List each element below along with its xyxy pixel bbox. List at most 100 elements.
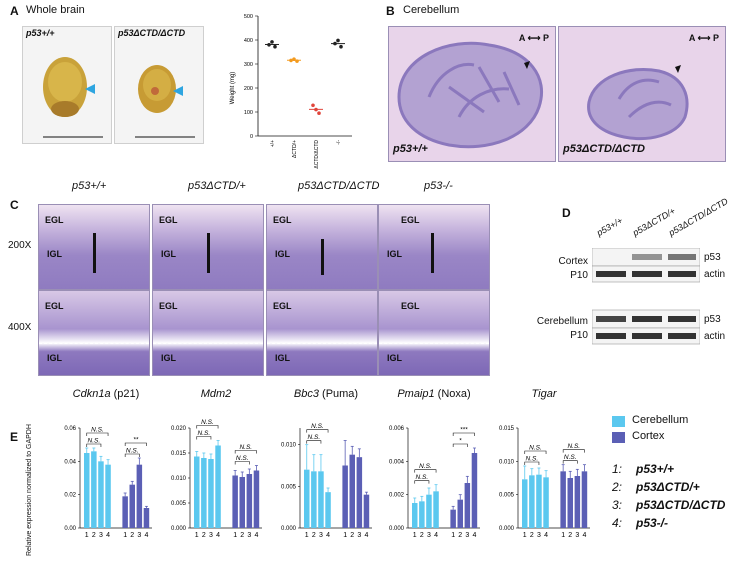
qpcr-xtick-label: 4 [144, 532, 148, 539]
panel-c-geno-2: p53ΔCTD/+ [188, 180, 246, 192]
qpcr-bar [215, 445, 221, 528]
weight-xtick-label: ΔCTD/ΔCTD [314, 140, 320, 169]
layer-boundary-dashed [39, 343, 149, 344]
cerebellum-section-dctd: p53ΔCTD/ΔCTD A ⟷ P [558, 26, 726, 162]
brain-illustration-dctd [135, 65, 195, 138]
qpcr-bar [536, 474, 542, 528]
qpcr-ytick-label: 0.04 [64, 459, 76, 465]
igl-thickness-bar [321, 239, 324, 275]
egl-label: EGL [45, 301, 64, 311]
qpcr-bar [560, 471, 566, 528]
qpcr-charts: 0.000.020.040.061 2 3 4N.S.N.S.1 2 3 4N.S.**0.… [64, 419, 590, 539]
genotype-key-number: 1: [612, 462, 623, 476]
qpcr-xtick-label: 4 [364, 532, 368, 539]
qpcr-bar [232, 475, 238, 528]
qpcr-xtick-label: 3 [427, 532, 431, 539]
qpcr-xtick-label: 3 [575, 532, 579, 539]
significance-bracket [124, 453, 140, 457]
qpcr-xtick-label: 2 [92, 532, 96, 539]
qpcr-ytick-label: 0.005 [281, 484, 297, 490]
significance-bracket [196, 425, 219, 429]
cerebellum-section-wt: p53+/+ A ⟷ P [388, 26, 556, 162]
significance-label: ** [133, 437, 139, 444]
significance-label: N.S. [88, 438, 101, 445]
qpcr-xtick-label: 3 [209, 532, 213, 539]
panel-d-letter: D [562, 206, 571, 220]
qpcr-xtick-label: 3 [357, 532, 361, 539]
qpcr-bar [304, 469, 310, 528]
band-cb-p53-3 [668, 316, 696, 322]
qpcr-ytick-label: 0.00 [64, 526, 76, 532]
axis-p-label: P [542, 33, 549, 43]
significance-label: N.S. [416, 474, 429, 481]
qpcr-xtick-label: 4 [326, 532, 330, 539]
qpcr-xtick-label: 1 [451, 532, 455, 539]
significance-label: N.S. [239, 444, 252, 451]
qpcr-ytick-label: 0.010 [171, 476, 187, 482]
qpcr-bar [543, 477, 549, 528]
qpcr-bar [122, 496, 128, 528]
significance-label: * [459, 438, 462, 445]
weight-point [270, 40, 274, 44]
wb-band-actin-cb: actin [704, 331, 726, 342]
panel-a-letter: A [10, 4, 19, 18]
igl-label: IGL [387, 353, 402, 363]
axis-ap-dctd: A ⟷ P [688, 33, 719, 43]
panel-c-geno-3: p53ΔCTD/ΔCTD [298, 180, 380, 192]
igl-label: IGL [275, 353, 290, 363]
cerebellum-wt-label: p53+/+ [393, 143, 428, 155]
igl-label: IGL [161, 353, 176, 363]
wb-cerebellum-age: P10 [570, 330, 588, 341]
qpcr-bar [581, 471, 588, 528]
qpcr-ytick-label: 0.020 [171, 426, 187, 432]
qpcr-bar [246, 474, 253, 528]
gene-alias: (p21) [110, 388, 140, 400]
qpcr-ytick-label: 0.000 [389, 526, 405, 532]
qpcr-xtick-label: 3 [99, 532, 103, 539]
qpcr-bar [311, 471, 317, 528]
axis-a-label: A [518, 33, 526, 43]
qpcr-xtick-label: 4 [254, 532, 258, 539]
cerebellum-dctd-label: p53ΔCTD/ΔCTD [563, 143, 645, 155]
panel-c-geno-1: p53+/+ [72, 180, 107, 192]
significance-bracket [234, 450, 257, 454]
significance-bracket [524, 461, 540, 465]
qpcr-xtick-label: 4 [106, 532, 110, 539]
weight-ytick-label: 0 [250, 134, 253, 140]
significance-bracket [452, 432, 475, 436]
qpcr-ytick-label: 0.005 [499, 493, 515, 499]
western-blot [592, 248, 700, 345]
band-cortex-p53-3 [668, 254, 696, 260]
gene-name: Tigar [531, 388, 557, 400]
significance-bracket [86, 432, 109, 436]
legend-label: Cerebellum [632, 414, 689, 426]
qpcr-xtick-label: 1 [85, 532, 89, 539]
mag-200x-label: 200X [8, 240, 32, 251]
significance-label: *** [460, 427, 468, 434]
weight-ytick-label: 200 [244, 86, 253, 92]
significance-bracket [234, 461, 250, 465]
qpcr-xtick-label: 2 [202, 532, 206, 539]
qpcr-bar [325, 492, 331, 528]
qpcr-bar [457, 499, 463, 528]
qpcr-bar [567, 478, 573, 528]
layer-boundary-dashed [153, 343, 263, 344]
qpcr-xtick-label: 3 [465, 532, 469, 539]
significance-label: N.S. [526, 456, 539, 463]
qpcr-xtick-label: 2 [458, 532, 462, 539]
qpcr-gene-title: Bbc3 (Puma) [276, 388, 376, 400]
qpcr-bar [91, 451, 97, 528]
egl-label: EGL [401, 301, 420, 311]
qpcr-xtick-label: 3 [247, 532, 251, 539]
qpcr-xtick-label: 1 [523, 532, 527, 539]
qpcr-bar [105, 464, 111, 528]
qpcr-ytick-label: 0.006 [389, 426, 405, 432]
brain-illustration-wt [43, 57, 103, 138]
qpcr-bar [464, 483, 471, 528]
qpcr-ytick-label: 0.06 [64, 426, 76, 432]
weight-point [273, 44, 277, 49]
weight-xtick-label: +/+ [270, 140, 276, 147]
weight-ytick-label: 100 [244, 110, 253, 116]
brain-photo-dctd [114, 26, 204, 144]
significance-bracket [306, 429, 329, 433]
